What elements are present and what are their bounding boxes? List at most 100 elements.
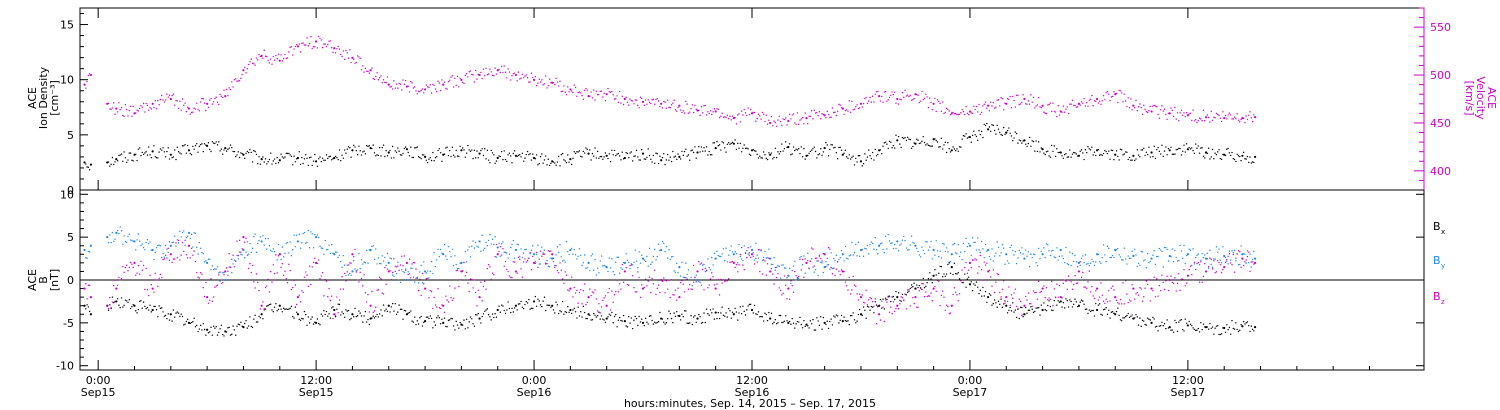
- bx-series-0-dot: [1154, 326, 1157, 328]
- density-series-0-dot: [372, 144, 374, 146]
- by-series-1-dot: [131, 239, 133, 242]
- density-series-0-dot: [1137, 154, 1140, 156]
- by-series-1-point: [823, 266, 826, 269]
- velocity-series-1-point: [351, 56, 354, 59]
- bx-series-0-dot: [325, 310, 328, 313]
- bx-series-0-dot: [129, 307, 132, 310]
- velocity-series-1-dot: [926, 96, 928, 98]
- by-series-1-point: [387, 261, 390, 264]
- bz-series-2-dot: [707, 287, 709, 289]
- bx-series-0-dot: [433, 321, 435, 323]
- velocity-series-1-dot: [441, 79, 443, 81]
- by-series-1-dot: [698, 280, 700, 283]
- velocity-series-1-dot: [1098, 100, 1101, 102]
- density-series-0-dot: [961, 138, 963, 140]
- density-series-0-dot: [222, 153, 224, 155]
- bz-series-2-dot: [171, 261, 173, 264]
- velocity-series-1-dot: [118, 102, 120, 104]
- top-y2label-2: Velocity: [1474, 76, 1487, 120]
- density-series-0-dot: [1098, 154, 1101, 156]
- by-series-1-dot: [189, 237, 191, 240]
- bx-series-0-dot: [931, 282, 934, 284]
- bx-series-0-dot: [599, 318, 601, 320]
- density-series-0-dot: [1000, 133, 1002, 136]
- bx-series-0-dot: [447, 319, 450, 322]
- bx-series-0-dot: [1188, 320, 1190, 323]
- by-series-1-dot: [238, 251, 241, 253]
- density-series-0-dot: [573, 151, 575, 153]
- density-series-0-dot: [394, 150, 396, 152]
- density-series-0-dot: [654, 162, 656, 164]
- by-series-1-dot: [574, 254, 577, 256]
- bx-series-0-dot: [543, 296, 546, 298]
- velocity-series-1-dot: [493, 75, 495, 77]
- by-series-1-dot: [674, 271, 677, 273]
- velocity-series-1-dot: [923, 97, 926, 100]
- density-series-0-dot: [463, 149, 465, 151]
- density-series-0-dot: [158, 151, 160, 153]
- bx-series-0-dot: [801, 327, 804, 329]
- bx-series-0-dot: [255, 321, 258, 323]
- density-series-0-dot: [620, 159, 622, 161]
- bz-series-2-dot: [1025, 295, 1027, 298]
- bz-series-2-dot: [193, 250, 195, 252]
- density-series-0-dot: [682, 154, 684, 157]
- bz-series-2-dot: [399, 264, 402, 266]
- velocity-series-1-dot: [974, 108, 976, 111]
- density-series-0-dot: [334, 155, 337, 158]
- bz-series-2-dot: [199, 272, 202, 274]
- bx-series-0-point: [660, 317, 663, 320]
- density-series-0-dot: [507, 154, 509, 156]
- bz-series-2-dot: [85, 283, 87, 285]
- bx-series-0-dot: [851, 314, 853, 317]
- velocity-series-1-dot: [135, 112, 137, 114]
- density-series-0-dot: [1227, 147, 1229, 150]
- bx-series-0-dot: [794, 327, 796, 329]
- bx-series-0-dot: [545, 309, 547, 312]
- density-series-0-dot: [739, 142, 742, 145]
- bz-series-2-dot: [426, 277, 429, 280]
- by-series-1-dot: [202, 252, 204, 255]
- velocity-series-1-dot: [336, 48, 338, 50]
- bx-series-0-dot: [263, 309, 265, 311]
- velocity-series-1-dot: [826, 110, 828, 113]
- velocity-series-1-dot: [559, 80, 561, 82]
- density-series-0-dot: [888, 140, 891, 143]
- velocity-series-1-dot: [713, 108, 716, 110]
- density-series-0-dot: [474, 157, 477, 159]
- bx-series-0-dot: [865, 317, 867, 319]
- bx-series-0-dot: [494, 313, 496, 315]
- density-series-0-point: [660, 159, 663, 162]
- velocity-series-1-dot: [385, 81, 387, 84]
- density-series-0-dot: [314, 153, 316, 156]
- bx-series-0-dot: [782, 321, 784, 323]
- density-series-0-dot: [708, 150, 710, 153]
- velocity-series-1-dot: [966, 112, 969, 115]
- bx-series-0-point: [678, 314, 681, 318]
- by-series-1-dot: [293, 234, 295, 236]
- density-series-0-dot: [1127, 158, 1129, 161]
- bz-series-2-point: [878, 313, 881, 316]
- velocity-series-1-point: [1041, 104, 1044, 107]
- by-series-1-dot: [266, 248, 268, 250]
- bz-series-2-dot: [825, 266, 827, 268]
- bz-series-2-dot: [853, 284, 856, 286]
- bz-series-2-dot: [520, 268, 522, 270]
- velocity-series-1-dot: [1224, 114, 1227, 117]
- by-series-1-dot: [757, 257, 760, 259]
- bx-series-0-dot: [378, 313, 381, 315]
- bz-series-2-dot: [417, 289, 420, 292]
- bz-series-2-dot: [1092, 295, 1094, 297]
- by-series-1-dot: [306, 241, 308, 244]
- by-series-1-dot: [866, 244, 869, 247]
- bx-series-0-dot: [539, 304, 542, 306]
- bz-series-2-dot: [371, 290, 373, 293]
- bz-series-2-dot: [918, 290, 921, 292]
- bz-series-2-dot: [1139, 287, 1141, 289]
- velocity-series-1-dot: [599, 90, 601, 93]
- by-series-1-dot: [570, 247, 573, 250]
- bx-series-0-dot: [205, 334, 207, 336]
- by-series-1-dot: [817, 274, 819, 277]
- bz-series-2-dot: [1235, 257, 1237, 259]
- by-series-1-dot: [980, 240, 983, 243]
